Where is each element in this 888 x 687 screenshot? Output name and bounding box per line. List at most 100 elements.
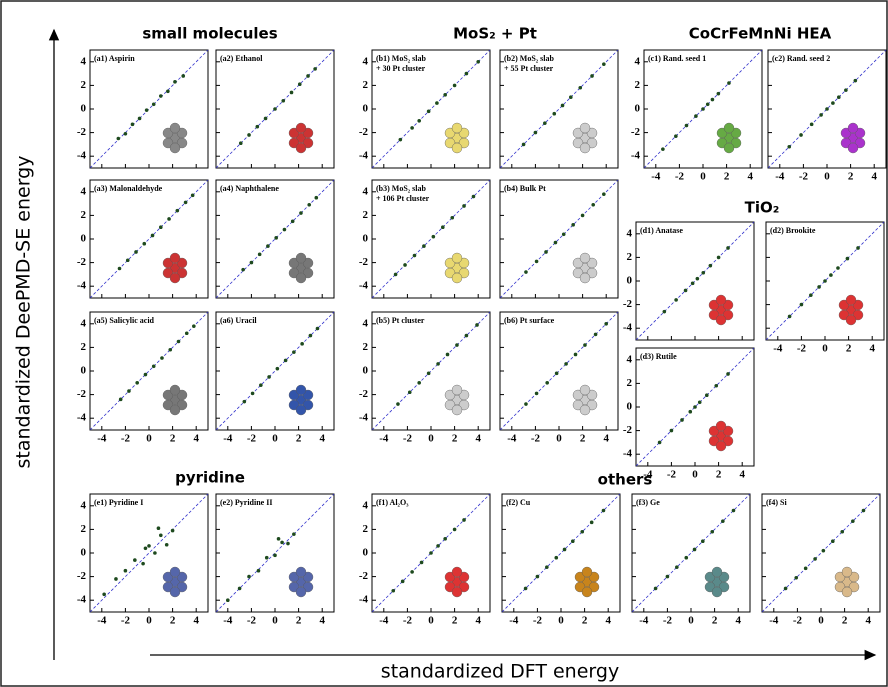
- point: [258, 253, 262, 257]
- point: [413, 254, 417, 258]
- point: [134, 250, 138, 254]
- point: [166, 90, 170, 94]
- y-tick-label: 2: [363, 341, 369, 353]
- x-tick-label: 2: [170, 433, 176, 445]
- x-tick-label: 2: [716, 469, 722, 481]
- point: [693, 548, 697, 552]
- point: [147, 544, 151, 548]
- panel-title: + 30 Pt cluster: [376, 64, 426, 73]
- point: [399, 138, 403, 142]
- x-tick-label: 0: [428, 615, 434, 627]
- point: [810, 123, 814, 127]
- point: [401, 580, 405, 584]
- point: [545, 381, 549, 385]
- panel-title: (a6) Uracil: [220, 316, 257, 325]
- point: [306, 74, 310, 78]
- panel: -4-2024(f4) Si: [762, 494, 880, 627]
- point: [684, 556, 688, 560]
- point: [717, 92, 721, 96]
- point: [825, 107, 829, 111]
- y-tick-label: 0: [635, 103, 641, 115]
- x-tick-label: -2: [797, 343, 807, 355]
- point: [590, 74, 594, 78]
- structure-icon: [296, 143, 306, 153]
- point: [243, 400, 247, 404]
- point: [545, 565, 549, 569]
- x-tick-label: -4: [97, 615, 107, 627]
- structure-icon: [580, 123, 590, 133]
- point: [144, 373, 148, 377]
- point: [267, 375, 271, 379]
- point: [862, 509, 866, 513]
- y-tick-label: 0: [81, 103, 87, 115]
- point: [819, 113, 823, 117]
- panel: -4-2024-4-2024(e1) Pyridine I: [77, 494, 208, 627]
- point: [562, 232, 566, 236]
- x-tick-label: 4: [193, 433, 199, 445]
- x-tick-label: 2: [582, 615, 588, 627]
- x-tick-label: -2: [403, 615, 413, 627]
- point: [732, 509, 736, 513]
- point: [299, 211, 303, 215]
- x-tick-label: -2: [531, 433, 541, 445]
- structure-icon: [296, 385, 306, 395]
- point: [117, 137, 121, 141]
- point: [698, 400, 702, 404]
- x-tick-label: 4: [475, 615, 481, 627]
- point: [247, 133, 251, 137]
- point: [316, 327, 320, 331]
- point: [604, 322, 608, 326]
- x-tick-label: -2: [675, 171, 685, 183]
- structure-icon: [170, 385, 180, 395]
- panel-title: (a5) Salicylic acid: [94, 316, 155, 325]
- point: [417, 381, 421, 385]
- x-tick-label: -4: [651, 171, 661, 183]
- point: [432, 235, 436, 239]
- y-tick-label: 2: [81, 209, 87, 221]
- x-tick-label: 2: [296, 433, 302, 445]
- structure-icon: [846, 315, 856, 325]
- y-tick-label: 2: [627, 377, 633, 389]
- structure-icon: [848, 123, 858, 133]
- point: [534, 131, 538, 135]
- point: [688, 410, 692, 414]
- point: [286, 542, 290, 546]
- point: [590, 521, 594, 525]
- panel: (a2) Ethanol: [216, 50, 334, 168]
- x-tick-label: 4: [739, 469, 745, 481]
- structure-icon: [452, 587, 462, 597]
- point: [535, 260, 539, 264]
- panel-title: (b4) Bulk Pt: [504, 184, 546, 193]
- panel-title: (d1) Anatase: [640, 226, 683, 235]
- point: [427, 372, 431, 376]
- point: [804, 567, 808, 571]
- point: [524, 587, 528, 591]
- point: [181, 74, 185, 78]
- panel-title: (f3) Ge: [636, 498, 660, 507]
- panel: -4-2024(b6) Pt surface: [500, 312, 618, 445]
- y-tick-label: 2: [81, 79, 87, 91]
- x-tick-label: 2: [170, 615, 176, 627]
- point: [714, 384, 718, 388]
- point: [441, 225, 445, 229]
- point: [124, 569, 128, 573]
- point: [309, 334, 313, 338]
- structure-icon: [712, 567, 722, 577]
- panel: -4-2024-4-2024(b5) Pt cluster: [359, 312, 490, 445]
- x-tick-label: 4: [193, 615, 199, 627]
- y-tick-label: 4: [81, 499, 87, 511]
- structure-icon: [846, 295, 856, 305]
- point: [799, 133, 803, 137]
- panel: -4-2024-4-2024(a5) Salicylic acid: [77, 312, 208, 445]
- x-tick-label: 2: [724, 171, 730, 183]
- x-tick-label: 4: [735, 615, 741, 627]
- point: [396, 402, 400, 406]
- structure-icon: [296, 567, 306, 577]
- y-tick-label: 4: [363, 499, 369, 511]
- structure-icon: [296, 253, 306, 263]
- point: [711, 98, 715, 102]
- point: [283, 228, 287, 232]
- point: [727, 81, 731, 85]
- point: [554, 241, 558, 245]
- x-tick-label: -4: [223, 433, 233, 445]
